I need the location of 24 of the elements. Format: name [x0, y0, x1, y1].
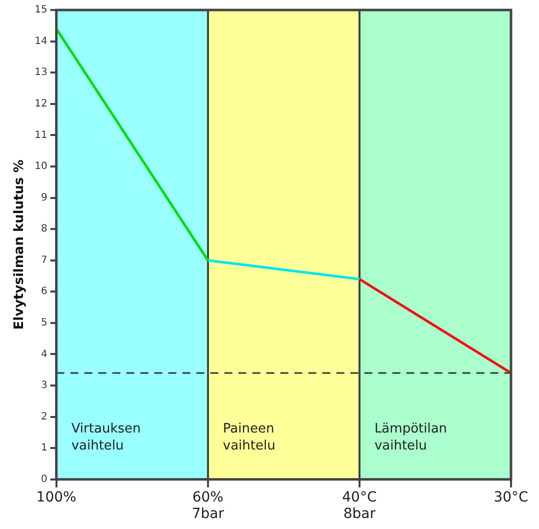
band-label: Virtauksen vaihtelu — [71, 421, 141, 454]
band-label: Lämpötilan vaihtelu — [374, 421, 448, 454]
x-tick-label: 40°C 8bar — [342, 489, 377, 522]
y-tick-label: 12 — [34, 98, 48, 110]
y-tick-label: 0 — [40, 474, 48, 485]
y-tick-label: 10 — [34, 161, 48, 172]
y-tick-label: 6 — [40, 286, 48, 298]
y-tick-label: 5 — [40, 318, 48, 329]
x-tick-label: 60% 7bar — [192, 489, 224, 522]
y-tick-label: 3 — [40, 380, 48, 392]
y-tick-label: 13 — [34, 67, 48, 78]
y-tick-label: 4 — [40, 348, 48, 360]
y-tick-label: 15 — [34, 4, 48, 16]
band-label: Paineen vaihtelu — [222, 421, 276, 454]
x-tick-label: 30°C — [494, 489, 529, 506]
y-tick-label: 7 — [40, 254, 48, 266]
y-tick-label: 1 — [40, 442, 48, 454]
y-tick-label: 8 — [40, 224, 48, 235]
y-tick-label: 2 — [40, 411, 48, 422]
x-tick-label: 100% — [36, 489, 76, 506]
y-axis-title: Elvytysilman kulutus % — [12, 160, 28, 330]
y-tick-label: 9 — [40, 192, 48, 204]
y-tick-label: 11 — [34, 130, 48, 141]
y-tick-label: 14 — [34, 36, 48, 47]
